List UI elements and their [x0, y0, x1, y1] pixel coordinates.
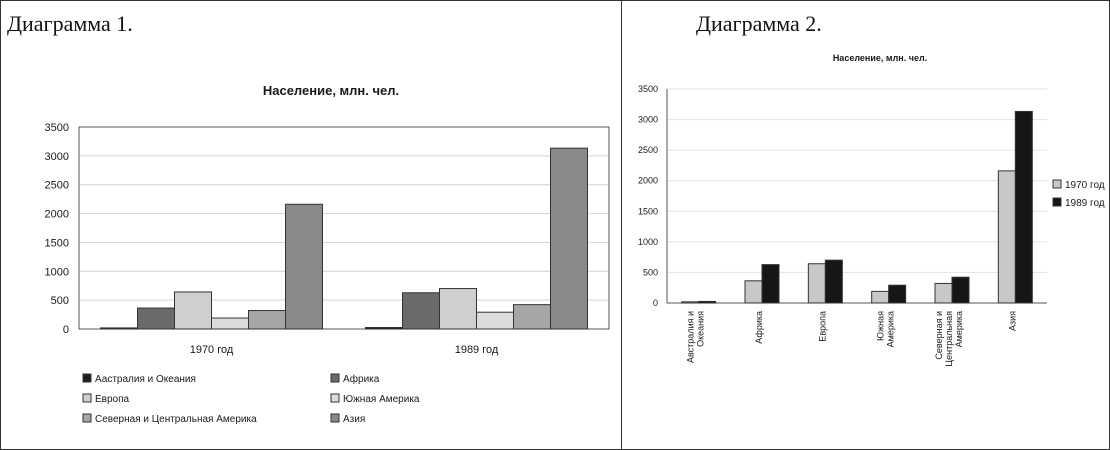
chart-1-legend-swatch	[82, 393, 92, 403]
chart-1-x-tick-label: 1970 год	[190, 344, 234, 356]
chart-1-legend-label: Азия	[343, 414, 365, 425]
chart-2-legend-label: 1970 год	[1065, 180, 1105, 191]
chart-2-legend-swatch	[1052, 197, 1062, 207]
chart-1-bar-северная-и-центральная-америка-0	[248, 310, 286, 330]
chart-2-svg: Население, млн. чел. 0 500 1000 1500 2000 2500…	[638, 53, 1105, 367]
chart-1-bar-европа-0	[174, 291, 212, 330]
chart-1-legend-swatch	[330, 373, 340, 383]
chart-2-bar-1989-год-3	[888, 284, 907, 304]
chart-1-legend-label: Европа	[95, 394, 130, 405]
chart-1-legend-swatch	[82, 413, 92, 423]
chart-1-y-tick-label: 3500	[45, 122, 69, 134]
chart-1-legend-label: Африка	[343, 373, 380, 385]
chart-1-legend-swatch	[330, 413, 340, 423]
chart-1-bar-южная-америка-1	[476, 311, 514, 330]
chart-panel-1: Диаграмма 1. Население, млн. чел. 0 500 100…	[0, 0, 622, 450]
chart-2-x-tick-label: Азия	[1007, 311, 1017, 331]
chart-1-y-tick-label: 0	[63, 324, 69, 336]
chart-2-bar-1970-год-5	[997, 170, 1016, 304]
chart-2-title: Население, млн. чел.	[833, 53, 927, 63]
chart-2-y-tick-label: 1500	[638, 206, 658, 216]
chart-1-legend-swatch	[82, 373, 92, 383]
chart-2-y-tick-label: 3000	[638, 115, 658, 125]
chart-2-x-tick-label: Северная иЦентральнаяАмерика	[934, 311, 964, 367]
chart-2-x-tick-label: Африка	[754, 311, 764, 344]
chart-1-y-tick-label: 2500	[45, 180, 69, 192]
chart-2-legend-swatch	[1052, 179, 1062, 189]
chart-1-plot-area	[78, 126, 610, 330]
chart-1-bar-австралия-и-океания-0	[100, 327, 138, 330]
chart-1-svg: Население, млн. чел. 0 500 1000 1500 2000 2500…	[45, 83, 610, 425]
chart-2-y-tick-label: 2000	[638, 176, 658, 186]
chart-2-bar-1989-год-5	[1014, 110, 1033, 304]
chart-2-bar-1989-год-0	[698, 300, 717, 304]
chart-1-legend-label: Аастралия и Океания	[95, 374, 196, 385]
chart-1-y-tick-label: 3000	[45, 151, 69, 163]
chart-1-bar-австралия-и-океания-1	[365, 326, 403, 330]
chart-1-bar-африка-1	[402, 292, 440, 330]
chart-2-bar-1989-год-1	[761, 264, 780, 304]
chart-2-bar-1970-год-4	[934, 282, 953, 304]
chart-1-x-tick-label: 1989 год	[455, 344, 499, 356]
chart-1-y-tick-label: 1000	[45, 266, 69, 278]
chart-2-y-tick-label: 500	[643, 267, 658, 277]
diagram-1-heading: Диаграмма 1.	[7, 11, 133, 36]
chart-1-legend-swatch	[330, 393, 340, 403]
chart-2-bar-1989-год-2	[824, 259, 843, 304]
chart-2-bar-1970-год-1	[744, 280, 763, 304]
chart-2-y-tick-label: 1000	[638, 237, 658, 247]
chart-2-x-tick-label: ЮжнаяАмерика	[876, 311, 896, 347]
chart-1-bar-азия-1	[550, 147, 588, 330]
chart-1-bar-южная-америка-0	[211, 317, 249, 330]
chart-2-bar-1970-год-0	[681, 301, 700, 304]
chart-1-legend-label: Северная и Центральная Америка	[95, 414, 257, 425]
chart-2-bar-1970-год-2	[807, 263, 826, 304]
chart-2-y-tick-label: 3500	[638, 84, 658, 94]
chart-1-bar-северная-и-центральная-америка-1	[513, 304, 551, 330]
chart-1-y-tick-label: 500	[51, 295, 69, 307]
chart-2-x-tick-label: Европа	[817, 311, 827, 342]
chart-2-y-tick-label: 2500	[638, 145, 658, 155]
chart-1-legend-label: Южная Америка	[343, 394, 420, 405]
chart-2-legend-label: 1989 год	[1065, 198, 1105, 209]
chart-2-bar-1970-год-3	[871, 290, 890, 304]
chart-2-y-tick-label: 0	[653, 298, 658, 308]
chart-1-bar-азия-0	[285, 203, 323, 330]
chart-1-title: Население, млн. чел.	[263, 83, 399, 98]
chart-1-y-tick-label: 2000	[45, 209, 69, 221]
chart-panel-2: Диаграмма 2. Население, млн. чел. 0 500 100…	[621, 0, 1110, 450]
diagram-2-heading: Диаграмма 2.	[696, 11, 822, 36]
chart-2-x-tick-label: Австралия иОкеания	[686, 311, 706, 363]
chart-2-bar-1989-год-4	[951, 276, 970, 304]
chart-1-bar-европа-1	[439, 288, 477, 330]
chart-1-bar-африка-0	[137, 307, 175, 330]
chart-1-y-tick-label: 1500	[45, 237, 69, 249]
